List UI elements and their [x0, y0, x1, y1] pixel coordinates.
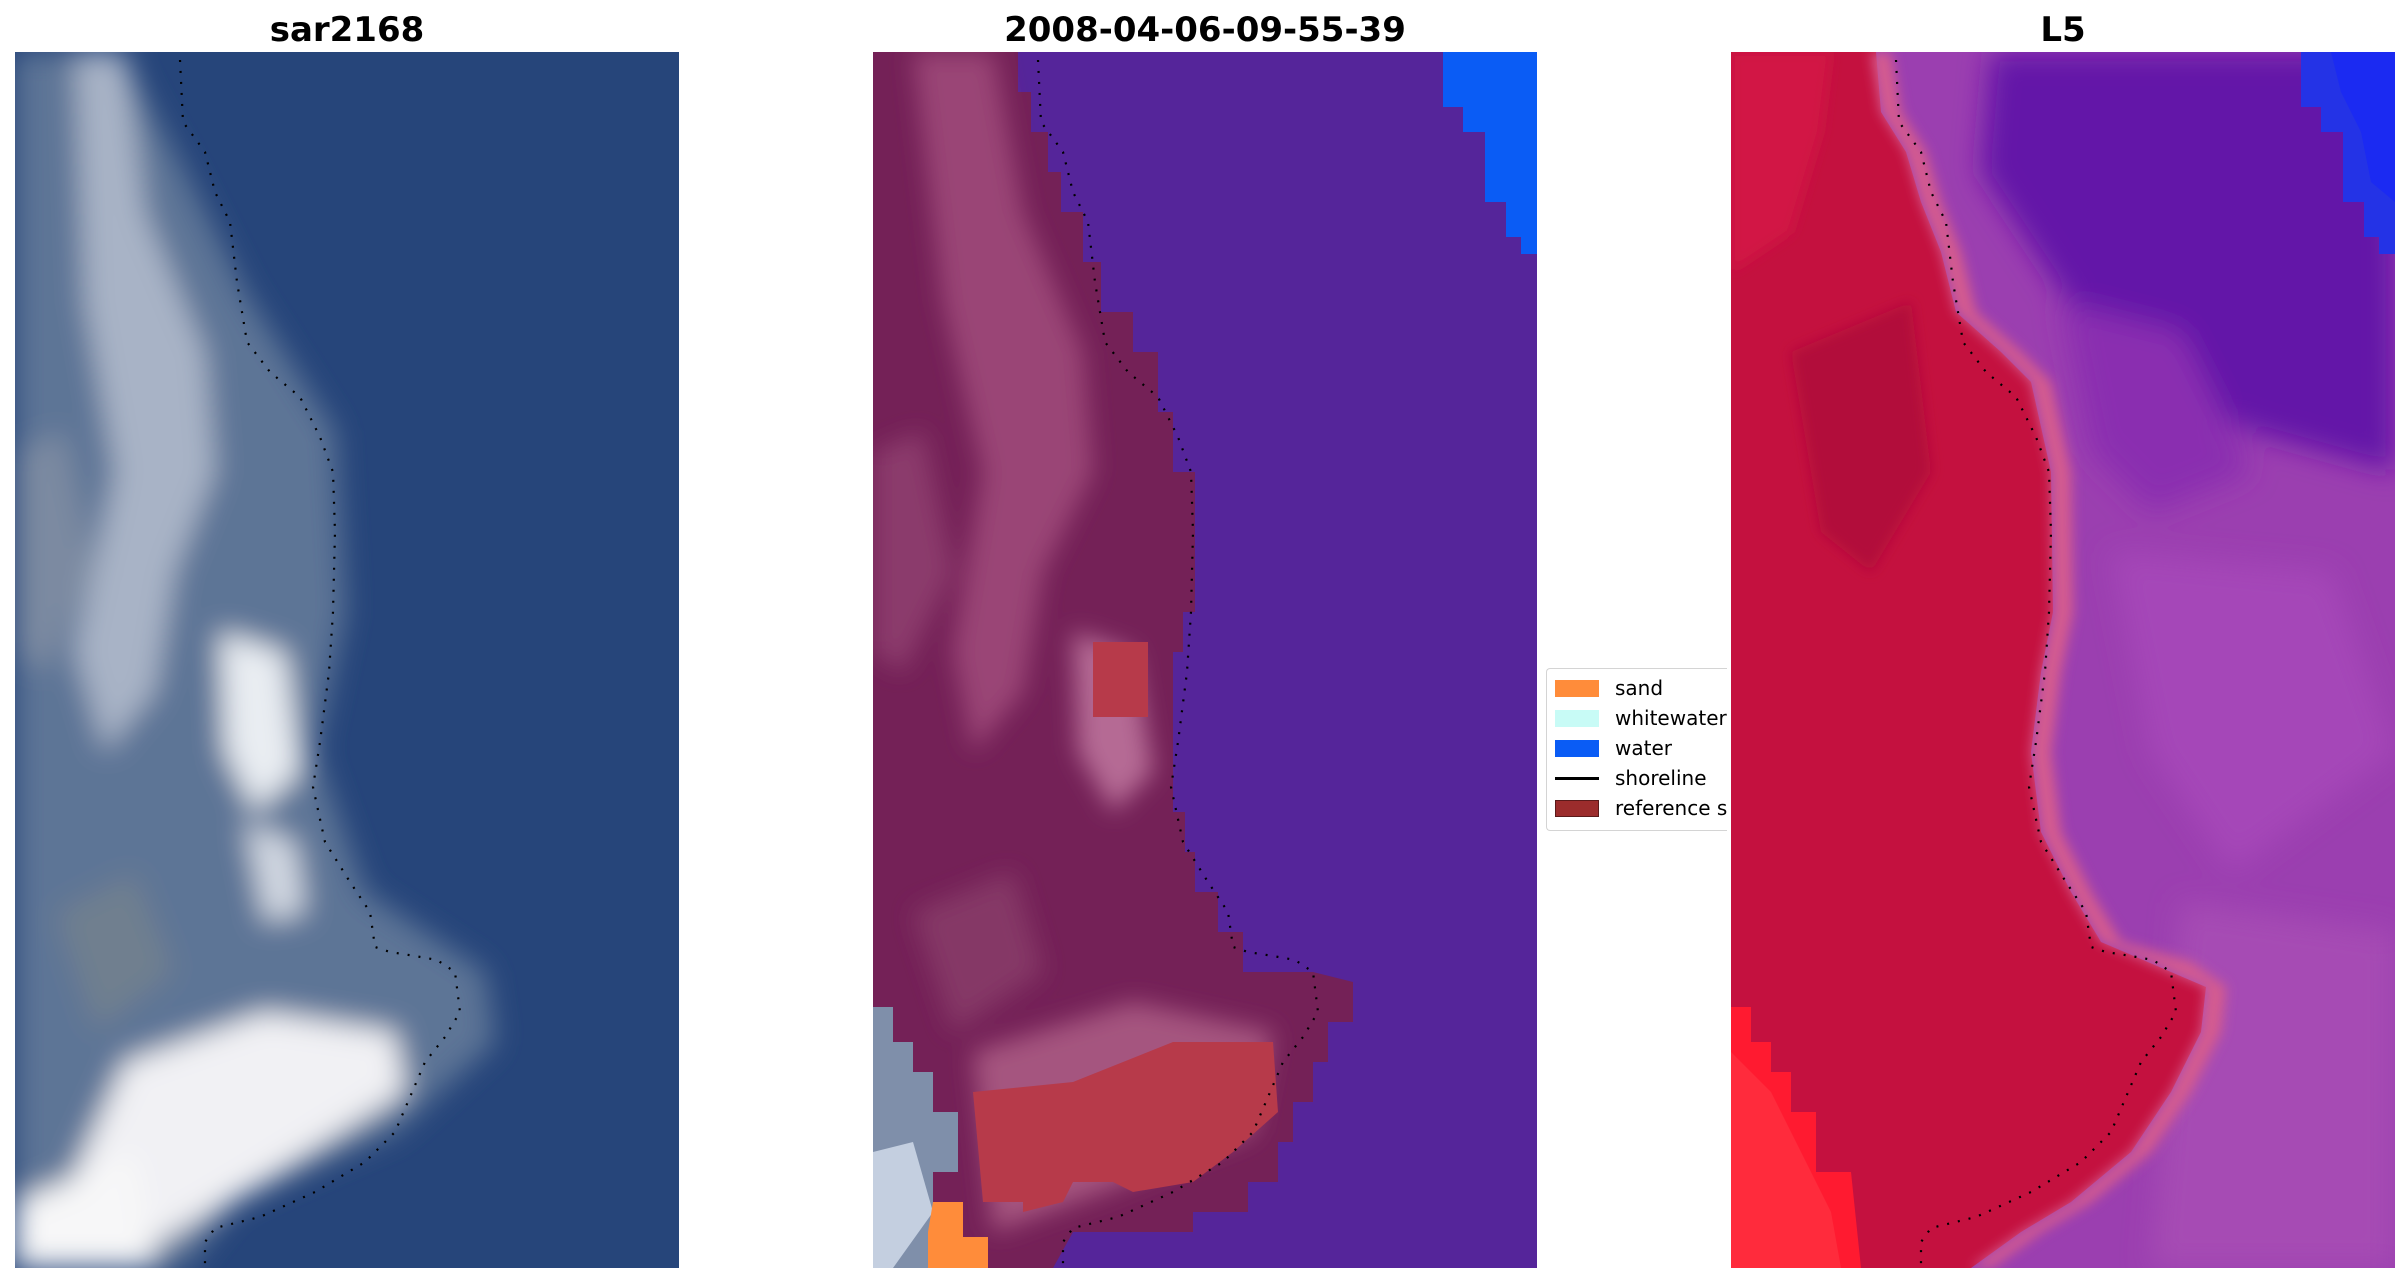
rgb-image — [15, 52, 679, 1268]
index-image-svg — [1731, 52, 2395, 1268]
shoreline-line — [1555, 776, 1599, 780]
legend-item-reference: reference s — [1555, 796, 1727, 820]
legend-item-shoreline: shoreline — [1555, 766, 1707, 790]
panel-title-rgb: sar2168 — [269, 10, 425, 50]
legend-label: water — [1615, 736, 1672, 760]
panel-title-index: L5 — [2040, 10, 2086, 50]
whitewater-swatch — [1555, 709, 1599, 727]
legend: sand whitewater water shoreline referenc… — [1546, 668, 1727, 831]
classification-image — [873, 52, 1537, 1268]
rgb-image-svg — [15, 52, 679, 1268]
legend-label: reference s — [1615, 796, 1727, 820]
panel-title-date: 2008-04-06-09-55-39 — [1004, 10, 1406, 50]
legend-label: whitewater — [1615, 706, 1727, 730]
legend-item-sand: sand — [1555, 676, 1663, 700]
index-image — [1731, 52, 2395, 1268]
legend-label: sand — [1615, 676, 1664, 700]
legend-item-whitewater: whitewater — [1555, 706, 1727, 730]
legend-label: shoreline — [1615, 766, 1707, 790]
sand-swatch — [1555, 679, 1599, 697]
legend-item-water: water — [1555, 736, 1672, 760]
reference-swatch — [1555, 799, 1599, 817]
classification-image-svg — [873, 52, 1537, 1268]
water-swatch — [1555, 739, 1599, 757]
